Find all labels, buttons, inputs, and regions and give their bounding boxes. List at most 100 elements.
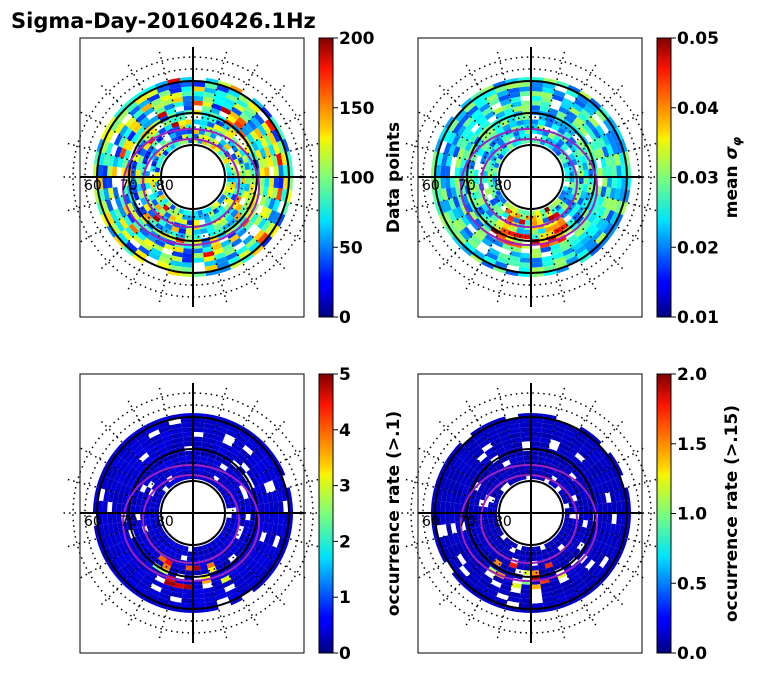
heatmap-cell (518, 602, 531, 609)
heatmap-cell (131, 160, 138, 170)
heatmap-cell (138, 563, 150, 574)
heatmap-cell (492, 478, 501, 487)
heatmap-cell (604, 522, 612, 535)
heatmap-cell (227, 255, 241, 266)
heatmap-cell (493, 162, 500, 169)
heatmap-cell (163, 471, 172, 479)
heatmap-cell (511, 206, 518, 213)
heatmap-cell (445, 154, 453, 167)
heatmap-cell (126, 130, 137, 142)
heatmap-cell (535, 545, 542, 552)
heatmap-cell (103, 524, 111, 537)
heatmap-cell (581, 458, 592, 470)
heatmap-cell (155, 486, 163, 494)
heatmap-cell (569, 507, 575, 513)
heatmap-cell (606, 224, 618, 238)
heatmap-cell (230, 152, 238, 161)
heatmap-cell (454, 503, 460, 513)
heatmap-cell (592, 485, 601, 496)
heatmap-cell (181, 427, 193, 433)
heatmap-cell (589, 244, 602, 257)
heatmap-cell (531, 81, 544, 88)
heatmap-cell (271, 465, 282, 479)
heatmap-cell (519, 593, 531, 599)
heatmap-cell (156, 596, 170, 606)
heatmap-cell (253, 551, 264, 563)
heatmap-cell (504, 207, 512, 215)
heatmap-cell (223, 196, 231, 204)
heatmap-cell (130, 504, 136, 513)
heatmap-cell (245, 237, 258, 249)
heatmap-cell (496, 200, 504, 208)
heatmap-cell (180, 465, 188, 472)
heatmap-cell (249, 548, 260, 560)
heatmap-cell (241, 154, 249, 164)
heatmap-cell (599, 457, 610, 471)
heatmap-cell (225, 181, 232, 188)
heatmap-cell (203, 212, 210, 219)
heatmap-cell (154, 478, 163, 487)
heatmap-cell (460, 97, 473, 110)
heatmap-cell (572, 539, 581, 549)
heatmap-cell (448, 534, 457, 546)
heatmap-cell (211, 243, 223, 251)
heatmap-cell (600, 522, 607, 533)
heatmap-cell (225, 214, 234, 223)
heatmap-cell (445, 523, 453, 536)
heatmap-cell (496, 474, 505, 483)
heatmap-cell (225, 587, 239, 597)
heatmap-cell (562, 583, 574, 593)
heatmap-cell (519, 422, 531, 428)
heatmap-cell (143, 573, 155, 584)
heatmap-cell (107, 177, 113, 189)
heatmap-cell (609, 129, 620, 143)
heatmap-cell (151, 483, 159, 492)
heatmap-cell (226, 191, 234, 199)
heatmap-cell (128, 559, 139, 571)
ring-label: 60 (84, 178, 102, 194)
heatmap-cell (140, 577, 153, 588)
heatmap-cell (474, 126, 484, 137)
heatmap-cell (531, 229, 539, 235)
heatmap-cell (214, 211, 223, 219)
heatmap-cell (157, 526, 164, 533)
heatmap-cell (512, 441, 523, 449)
heatmap-cell (514, 232, 524, 239)
heatmap-cell (516, 119, 525, 126)
heatmap-cell (489, 542, 497, 551)
heatmap-cell (572, 486, 580, 495)
heatmap-cell (540, 101, 551, 108)
heatmap-cell (233, 548, 243, 558)
heatmap-cell (552, 547, 561, 555)
heatmap-cell (211, 439, 223, 447)
heatmap-cell (601, 208, 611, 220)
heatmap-cell (240, 170, 246, 177)
heatmap-cell (250, 452, 262, 464)
heatmap-cell (470, 588, 484, 600)
heatmap-cell (135, 177, 141, 185)
heatmap-cell (214, 471, 223, 479)
heatmap-cell (222, 493, 229, 500)
heatmap-cell (145, 424, 159, 435)
heatmap-cell (209, 132, 218, 140)
heatmap-cell (576, 248, 590, 260)
heatmap-cell (511, 246, 522, 253)
heatmap-cell (451, 442, 464, 455)
heatmap-cell (512, 466, 520, 473)
heatmap-cell (551, 482, 559, 489)
heatmap-cell (606, 560, 618, 574)
heatmap-cell (114, 145, 123, 158)
heatmap-cell (566, 446, 578, 457)
heatmap-cell (158, 536, 166, 544)
heatmap-cell (180, 417, 193, 424)
heatmap-cell (206, 121, 216, 129)
heatmap-cell (540, 96, 553, 104)
heatmap-cell (548, 203, 555, 211)
heatmap-cell (210, 443, 221, 452)
heatmap-cell (113, 235, 126, 248)
heatmap-cell (547, 132, 556, 140)
heatmap-cell (560, 243, 572, 252)
heatmap-cell (492, 507, 498, 513)
heatmap-cell (262, 186, 269, 197)
heatmap-cell (251, 97, 264, 110)
